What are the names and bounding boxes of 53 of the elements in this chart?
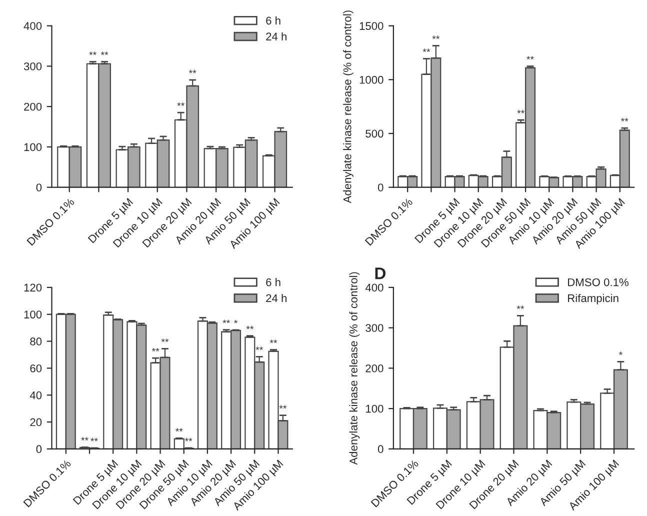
data-label: ** — [152, 348, 160, 352]
data-label: ** — [620, 118, 628, 122]
data-label: ** — [279, 405, 287, 409]
legend-label: DMSO 0.1% — [568, 278, 628, 286]
data-label: * — [618, 352, 622, 356]
y-tick-label: 40 — [30, 391, 42, 400]
y-tick-label: 300 — [24, 62, 42, 70]
y-tick-label: 200 — [366, 364, 384, 372]
data-label: ** — [177, 102, 185, 106]
y-tick-label: 100 — [24, 310, 42, 318]
y-tick-label: 20 — [30, 418, 42, 426]
y-tick-label: 300 — [366, 324, 384, 332]
y-tick-label: 120 — [24, 284, 42, 292]
y-tick-label: 100 — [366, 404, 384, 413]
legend-label: 6 h — [266, 278, 280, 286]
data-label: ** — [432, 36, 440, 40]
legend-label: 6 h — [266, 16, 280, 25]
y-tick-label: 400 — [24, 22, 42, 30]
chart-title: D — [375, 268, 386, 280]
data-label: ** — [176, 428, 183, 432]
data-label: ** — [188, 70, 196, 74]
y-tick-label: 100 — [24, 143, 42, 152]
y-tick-label: 60 — [30, 364, 42, 372]
data-label: ** — [161, 338, 169, 342]
data-label: ** — [184, 438, 192, 442]
y-tick-label: 200 — [24, 102, 42, 111]
data-label: ** — [222, 320, 230, 324]
y-tick-label: 1500 — [360, 22, 384, 30]
data-label: ** — [516, 306, 524, 310]
y-axis-title: Adenylate kinase release (% of control) — [343, 10, 354, 204]
data-label: ** — [270, 340, 278, 344]
legend-label: 24 h — [266, 294, 286, 302]
data-label: ** — [100, 52, 108, 56]
data-label: ** — [517, 110, 524, 114]
y-tick-label: 0 — [378, 445, 384, 454]
y-tick-label: 0 — [36, 184, 42, 192]
data-label: ** — [90, 438, 98, 442]
data-label: ** — [246, 326, 254, 330]
y-tick-label: 500 — [366, 130, 384, 138]
data-label: ** — [422, 48, 430, 52]
data-label: ** — [526, 56, 534, 60]
y-tick-label: 0 — [36, 445, 42, 454]
y-tick-label: 400 — [365, 284, 384, 292]
y-tick-label: 1000 — [360, 76, 384, 84]
y-axis-title: Adenylate kinase release (% of control) — [349, 272, 360, 465]
data-label: ** — [81, 437, 88, 440]
data-label: * — [234, 320, 238, 324]
data-label: ** — [256, 346, 263, 350]
data-label: ** — [89, 52, 96, 56]
y-tick-label: 80 — [30, 338, 42, 346]
legend-label: Rifampicin — [568, 294, 618, 304]
legend-label: 24 h — [266, 32, 286, 40]
y-tick-label: 0 — [378, 184, 384, 192]
